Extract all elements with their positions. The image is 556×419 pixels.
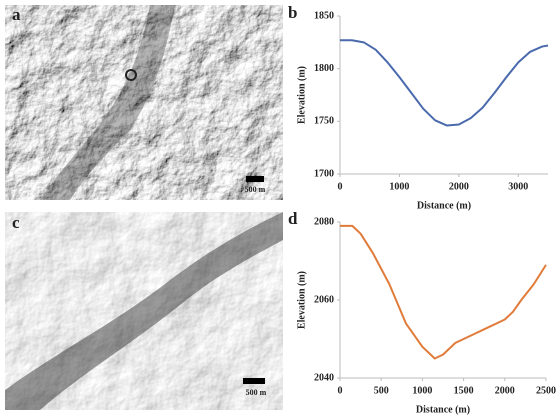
x-tick-label: 1500: [454, 385, 474, 396]
y-tick-label: 1750: [314, 116, 334, 127]
x-tick-label: 1000: [412, 385, 432, 396]
panel-label: d: [288, 209, 298, 228]
x-tick-label: 2000: [495, 385, 515, 396]
y-tick-label: 2080: [314, 216, 334, 227]
image-c: c 500 m: [5, 212, 283, 410]
data-line: [340, 40, 548, 125]
x-tick-label: 1000: [389, 181, 409, 192]
image-a: a 500 m: [5, 5, 283, 200]
x-tick-label: 3000: [508, 181, 528, 192]
scale-label: 500 m: [246, 388, 267, 397]
x-tick-label: 500: [374, 385, 389, 396]
x-tick-label: 0: [338, 181, 343, 192]
y-axis-label: Elevation (m): [296, 271, 307, 329]
line-chart: d 2040 2060 2080 0 500 1000 1500 2000 2500 Distanc…: [288, 209, 556, 415]
y-tick-label: 2040: [314, 372, 334, 383]
line-chart: b 1700 1750 1800 1850 0 1000 2000 3000 Distance (…: [288, 3, 548, 211]
data-line: [340, 226, 546, 359]
scale-bar: [246, 176, 264, 182]
x-tick-label: 2000: [449, 181, 469, 192]
scale-bar: [243, 378, 265, 384]
x-axis-label: Distance (m): [417, 200, 471, 211]
figure: a 500 m c 500 m b 1700 1750 1800 1850 0 1000 20…: [0, 0, 556, 419]
panel-label: a: [12, 5, 21, 24]
panel-label: b: [288, 3, 297, 22]
y-tick-label: 2060: [314, 294, 334, 305]
page: a 500 m c 500 m b 1700 1750 1800 1850 0 1000 20…: [0, 0, 556, 419]
panel-label: c: [12, 213, 20, 232]
y-axis-label: Elevation (m): [296, 66, 307, 124]
scale-label: 500 m: [245, 185, 266, 194]
x-tick-label: 0: [338, 385, 343, 396]
y-tick-label: 1850: [314, 10, 334, 21]
x-tick-label: 2500: [536, 385, 556, 396]
y-tick-label: 1800: [314, 63, 334, 74]
x-axis-label: Distance (m): [416, 404, 470, 415]
y-tick-label: 1700: [314, 168, 334, 179]
